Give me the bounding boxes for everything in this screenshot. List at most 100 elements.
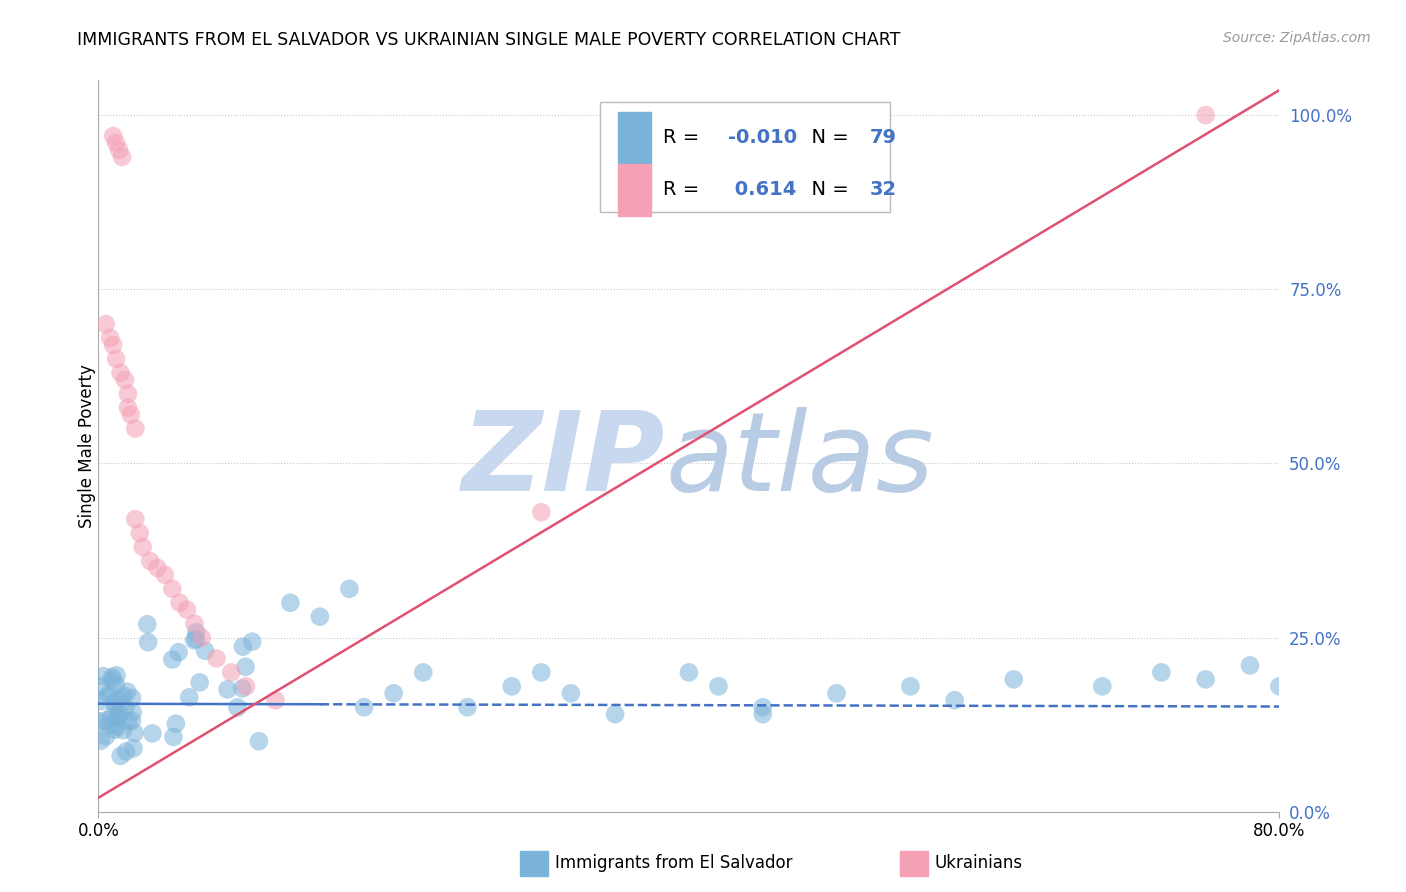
Point	[240, 634, 263, 648]
Text: Source: ZipAtlas.com: Source: ZipAtlas.com	[1223, 31, 1371, 45]
Point	[678, 665, 700, 680]
Point	[105, 678, 128, 692]
Point	[117, 401, 139, 415]
Point	[752, 700, 775, 714]
Point	[110, 748, 132, 763]
Bar	[600, 103, 890, 212]
Point	[205, 651, 228, 665]
Point	[141, 726, 163, 740]
Point	[121, 690, 143, 705]
Point	[752, 707, 775, 722]
Point	[188, 675, 211, 690]
Point	[90, 679, 112, 693]
Point	[900, 679, 922, 693]
Text: R =: R =	[664, 128, 706, 147]
Point	[104, 723, 127, 737]
Point	[1002, 673, 1025, 687]
Point	[179, 690, 201, 705]
Text: N =: N =	[799, 128, 855, 147]
Point	[707, 679, 730, 693]
Point	[194, 644, 217, 658]
Point	[176, 603, 198, 617]
Point	[412, 665, 434, 680]
Point	[169, 596, 191, 610]
Point	[167, 645, 190, 659]
Point	[114, 701, 136, 715]
Point	[1091, 679, 1114, 693]
Point	[89, 714, 111, 729]
Point	[110, 366, 132, 380]
Point	[105, 711, 128, 725]
Point	[235, 679, 257, 693]
Point	[117, 714, 139, 729]
Point	[183, 616, 205, 631]
Point	[98, 331, 121, 345]
Text: 0.614: 0.614	[728, 180, 796, 200]
Point	[98, 687, 121, 701]
Point	[1268, 679, 1291, 693]
Point	[101, 673, 124, 688]
Point	[104, 696, 127, 710]
Point	[114, 373, 136, 387]
Point	[101, 709, 124, 723]
Point	[139, 554, 162, 568]
Point	[235, 660, 257, 674]
Point	[103, 128, 125, 143]
Point	[309, 609, 332, 624]
Point	[943, 693, 966, 707]
Point	[94, 729, 117, 743]
Point	[501, 679, 523, 693]
Point	[1195, 108, 1218, 122]
Text: R =: R =	[664, 180, 706, 200]
Point	[124, 421, 146, 435]
Point	[94, 317, 117, 331]
Point	[165, 716, 187, 731]
Point	[530, 505, 553, 519]
Bar	[619, 112, 651, 163]
Point	[91, 669, 114, 683]
Point	[1150, 665, 1173, 680]
Text: 79: 79	[870, 128, 897, 147]
Point	[96, 714, 118, 728]
Point	[117, 386, 139, 401]
Point	[221, 665, 243, 680]
Point	[530, 665, 553, 680]
Point	[121, 706, 143, 720]
Point	[104, 699, 127, 714]
Point	[162, 730, 184, 744]
Point	[121, 714, 143, 728]
Point	[122, 741, 145, 756]
Y-axis label: Single Male Poverty: Single Male Poverty	[79, 364, 96, 528]
Text: -0.010: -0.010	[728, 128, 797, 147]
Point	[112, 723, 135, 738]
Point	[162, 582, 183, 596]
Point	[124, 512, 146, 526]
Point	[183, 633, 205, 648]
Point	[107, 705, 129, 719]
Point	[115, 745, 138, 759]
Point	[136, 617, 159, 632]
Point	[264, 693, 287, 707]
Text: Ukrainians: Ukrainians	[935, 855, 1024, 872]
Point	[105, 719, 128, 733]
Point	[128, 526, 150, 541]
Point	[108, 143, 131, 157]
Point	[96, 690, 118, 704]
Point	[136, 635, 159, 649]
Point	[382, 686, 405, 700]
Bar	[619, 164, 651, 216]
Point	[97, 718, 120, 732]
Point	[105, 136, 128, 150]
Text: N =: N =	[799, 180, 855, 200]
Point	[107, 711, 129, 725]
Point	[107, 692, 129, 706]
Point	[1239, 658, 1261, 673]
Point	[132, 540, 155, 554]
Point	[105, 351, 128, 366]
Point	[232, 640, 254, 654]
Point	[124, 726, 146, 740]
Point	[111, 150, 134, 164]
Point	[103, 338, 125, 352]
Point	[120, 408, 142, 422]
Point	[605, 707, 627, 722]
